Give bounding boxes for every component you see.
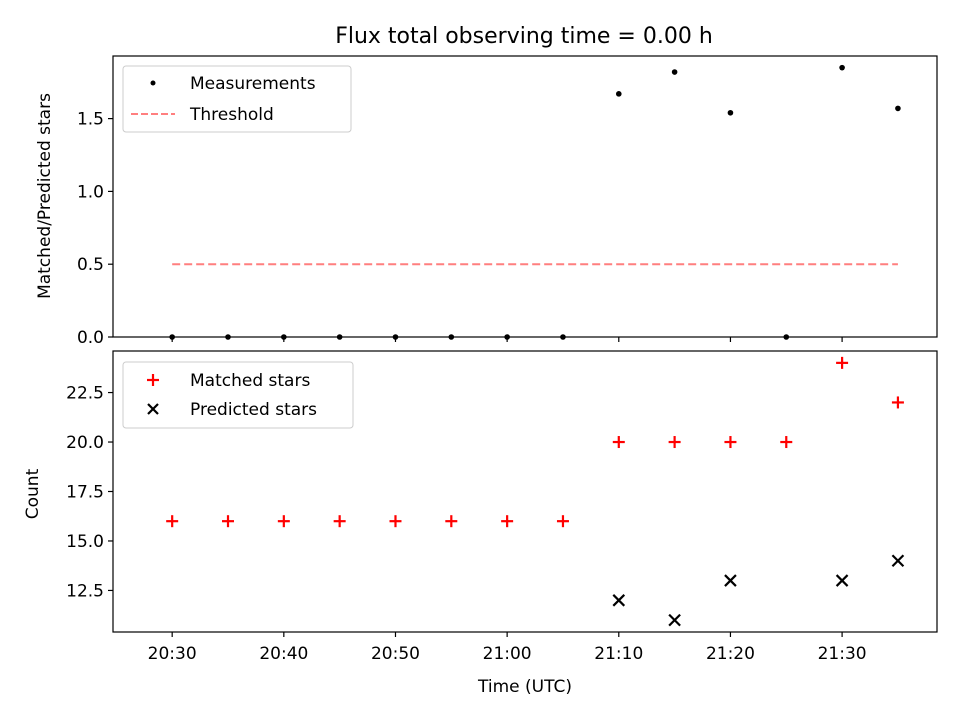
- top-measurements-point-8: [615, 91, 622, 97]
- x-axis-title: Time (UTC): [477, 677, 572, 697]
- bottom-matched-stars-point-1: [222, 515, 235, 528]
- bottom-matched-stars-point-5: [445, 515, 458, 528]
- bottom-matched-stars-point-6: [501, 515, 514, 528]
- legend-measurements-marker: [150, 80, 156, 86]
- bottom-matched-stars-point-12: [836, 356, 849, 369]
- top-measurements-point-9: [671, 69, 678, 75]
- xtick-label-2: 20:50: [371, 644, 420, 664]
- bottom-y-axis: 12.5 15.0 17.5 20.0 22.5: [66, 384, 113, 601]
- legend-predicted-marker: [147, 403, 159, 415]
- top-axes-frame: [112, 55, 938, 338]
- bottom-matched-stars-point-11: [780, 436, 793, 449]
- xtick-label-1: 20:40: [259, 644, 308, 664]
- bottom-matched-stars-point-13: [891, 396, 904, 409]
- xtick-label-6: 21:30: [818, 644, 867, 664]
- xtick-label-0: 20:30: [148, 644, 197, 664]
- bottom-matched-stars-point-10: [724, 436, 737, 449]
- bottom-legend-box: [122, 361, 354, 429]
- legend-threshold-label: Threshold: [189, 105, 274, 125]
- top-plot-area: [169, 64, 901, 340]
- top-panel: 0.0 0.5 1.0 1.5 Matched/Predicted stars Mea…: [35, 55, 938, 348]
- bottom-matched-stars-point-3: [333, 515, 346, 528]
- bottom-plot-area: [166, 356, 905, 627]
- bottom-ytick-label-1: 15.0: [66, 532, 104, 552]
- bottom-ytick-label-4: 22.5: [66, 384, 104, 404]
- legend-matched-marker: [147, 374, 159, 386]
- bottom-legend: Matched stars Predicted stars: [122, 361, 354, 429]
- top-measurements-point-12: [839, 64, 845, 71]
- top-legend: Measurements Threshold: [122, 65, 352, 133]
- top-ytick-label-0: 0.0: [77, 328, 104, 348]
- bottom-panel: 12.5 15.0 17.5 20.0 22.5 20:30 20:40 20:50 21:0…: [23, 350, 938, 697]
- legend-matched-label: Matched stars: [190, 371, 310, 391]
- bottom-y-axis-title: Count: [23, 468, 43, 519]
- chart-title: Flux total observing time = 0.00 h: [335, 24, 713, 49]
- bottom-predicted-stars-point-2: [724, 574, 737, 587]
- top-measurements-point-13: [895, 105, 901, 112]
- bottom-matched-stars-point-0: [166, 515, 179, 528]
- bottom-matched-stars-point-2: [277, 515, 290, 528]
- bottom-predicted-stars-point-3: [835, 574, 849, 587]
- bottom-matched-stars-point-7: [556, 515, 569, 528]
- top-ytick-label-3: 1.5: [77, 110, 104, 130]
- bottom-ytick-label-3: 20.0: [66, 433, 104, 453]
- top-ytick-label-1: 0.5: [77, 255, 104, 275]
- bottom-matched-stars-point-9: [668, 436, 681, 449]
- legend-measurements-label: Measurements: [190, 74, 316, 94]
- bottom-ytick-label-0: 12.5: [66, 581, 104, 601]
- xtick-label-3: 21:00: [483, 644, 532, 664]
- bottom-matched-stars-point-4: [389, 515, 402, 528]
- bottom-predicted-stars-point-0: [612, 594, 626, 607]
- top-x-ticks: [171, 337, 843, 342]
- legend-predicted-label: Predicted stars: [190, 400, 317, 420]
- bottom-predicted-stars-point-1: [668, 613, 681, 627]
- top-ytick-label-2: 1.0: [77, 182, 104, 202]
- top-measurements-point-10: [727, 109, 734, 116]
- top-legend-box: [122, 65, 352, 133]
- xtick-label-4: 21:10: [594, 644, 643, 664]
- top-y-axis-title: Matched/Predicted stars: [35, 93, 55, 299]
- bottom-predicted-stars-point-4: [891, 554, 905, 568]
- bottom-ytick-label-2: 17.5: [66, 483, 104, 503]
- bottom-x-axis: 20:30 20:40 20:50 21:00 21:10 21:20 21:30: [148, 632, 867, 664]
- bottom-matched-stars-point-8: [612, 436, 625, 449]
- xtick-label-5: 21:20: [706, 644, 755, 664]
- top-y-axis: 0.0 0.5 1.0 1.5: [77, 110, 113, 348]
